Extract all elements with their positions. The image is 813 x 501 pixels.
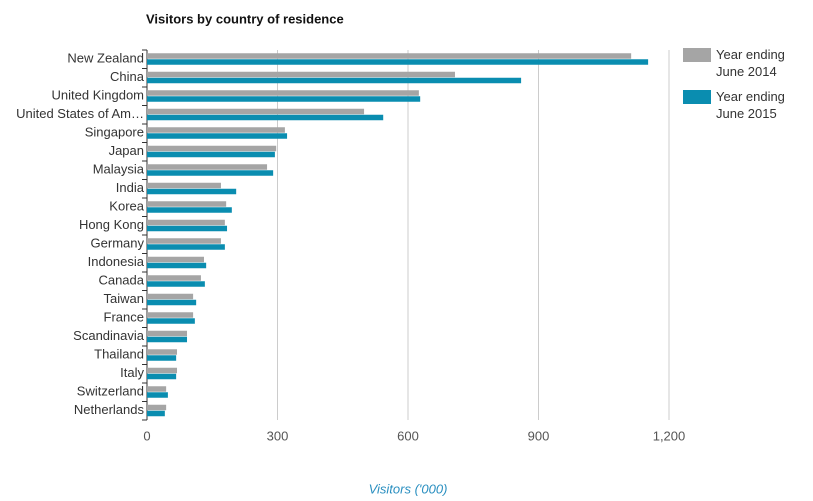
y-tick-label: Thailand	[94, 347, 144, 362]
bar	[147, 330, 188, 337]
bar	[147, 281, 205, 287]
bar	[147, 392, 168, 398]
bar	[147, 262, 207, 269]
y-tick-label: Switzerland	[77, 384, 144, 399]
bar	[147, 386, 167, 392]
y-tick-label: Scandinavia	[73, 328, 145, 343]
bar	[147, 373, 177, 380]
bar	[147, 219, 225, 226]
bar	[147, 170, 274, 176]
y-tick-label: United Kingdom	[52, 88, 145, 103]
bar	[147, 71, 455, 78]
y-tick-label: Canada	[98, 273, 144, 288]
bar	[147, 336, 188, 343]
y-tick-label: Italy	[120, 365, 144, 380]
y-tick-label: Korea	[109, 199, 144, 214]
y-tick-label: India	[116, 180, 145, 195]
y-tick-label: Hong Kong	[79, 217, 144, 232]
bar	[147, 244, 225, 250]
legend-label: Year ending June 2014	[716, 47, 785, 79]
y-tick-label: Germany	[91, 236, 145, 251]
bar	[147, 225, 228, 232]
chart-title: Visitors by country of residence	[146, 11, 344, 26]
bar	[147, 151, 275, 158]
bar	[147, 53, 632, 59]
legend-item: Year ending June 2014	[716, 47, 785, 79]
bar	[147, 77, 522, 84]
legend-label: Year ending June 2015	[716, 89, 785, 121]
bar	[147, 404, 167, 411]
bar	[147, 164, 268, 170]
y-tick-label: Singapore	[85, 125, 144, 140]
bar	[147, 299, 197, 306]
bar	[147, 312, 194, 318]
bar	[147, 59, 649, 65]
bar	[147, 318, 195, 324]
y-tick-label: United States of Am…	[16, 106, 144, 121]
x-axis-label: Visitors ('000)	[369, 481, 448, 496]
x-tick-label: 1,200	[653, 428, 686, 443]
bar	[147, 108, 365, 115]
y-tick-label: Taiwan	[104, 291, 144, 306]
bar	[147, 145, 277, 152]
legend-swatch	[683, 90, 711, 104]
legend-swatch	[683, 48, 711, 62]
bar	[147, 410, 165, 417]
bar	[147, 349, 178, 355]
bar	[147, 188, 237, 195]
bar	[147, 256, 204, 263]
bar	[147, 182, 221, 189]
bar	[147, 90, 419, 96]
y-tick-label: Japan	[109, 143, 144, 158]
x-tick-label: 600	[397, 428, 419, 443]
bar	[147, 275, 201, 281]
y-tick-label: Netherlands	[74, 402, 145, 417]
y-tick-label: New Zealand	[67, 51, 144, 66]
bar	[147, 207, 232, 213]
bar	[147, 238, 221, 244]
x-tick-label: 900	[528, 428, 550, 443]
bar	[147, 201, 227, 207]
bar	[147, 133, 288, 139]
bar	[147, 293, 194, 300]
y-tick-label: Malaysia	[93, 162, 145, 177]
y-tick-label: France	[104, 310, 144, 325]
legend-item: Year ending June 2015	[716, 89, 785, 121]
x-tick-label: 0	[143, 428, 150, 443]
bar	[147, 96, 421, 102]
y-tick-label: Indonesia	[88, 254, 145, 269]
bar	[147, 367, 178, 374]
bar	[147, 127, 285, 133]
y-tick-label: China	[110, 69, 145, 84]
x-tick-label: 300	[267, 428, 289, 443]
bar	[147, 355, 177, 361]
bar	[147, 114, 384, 121]
